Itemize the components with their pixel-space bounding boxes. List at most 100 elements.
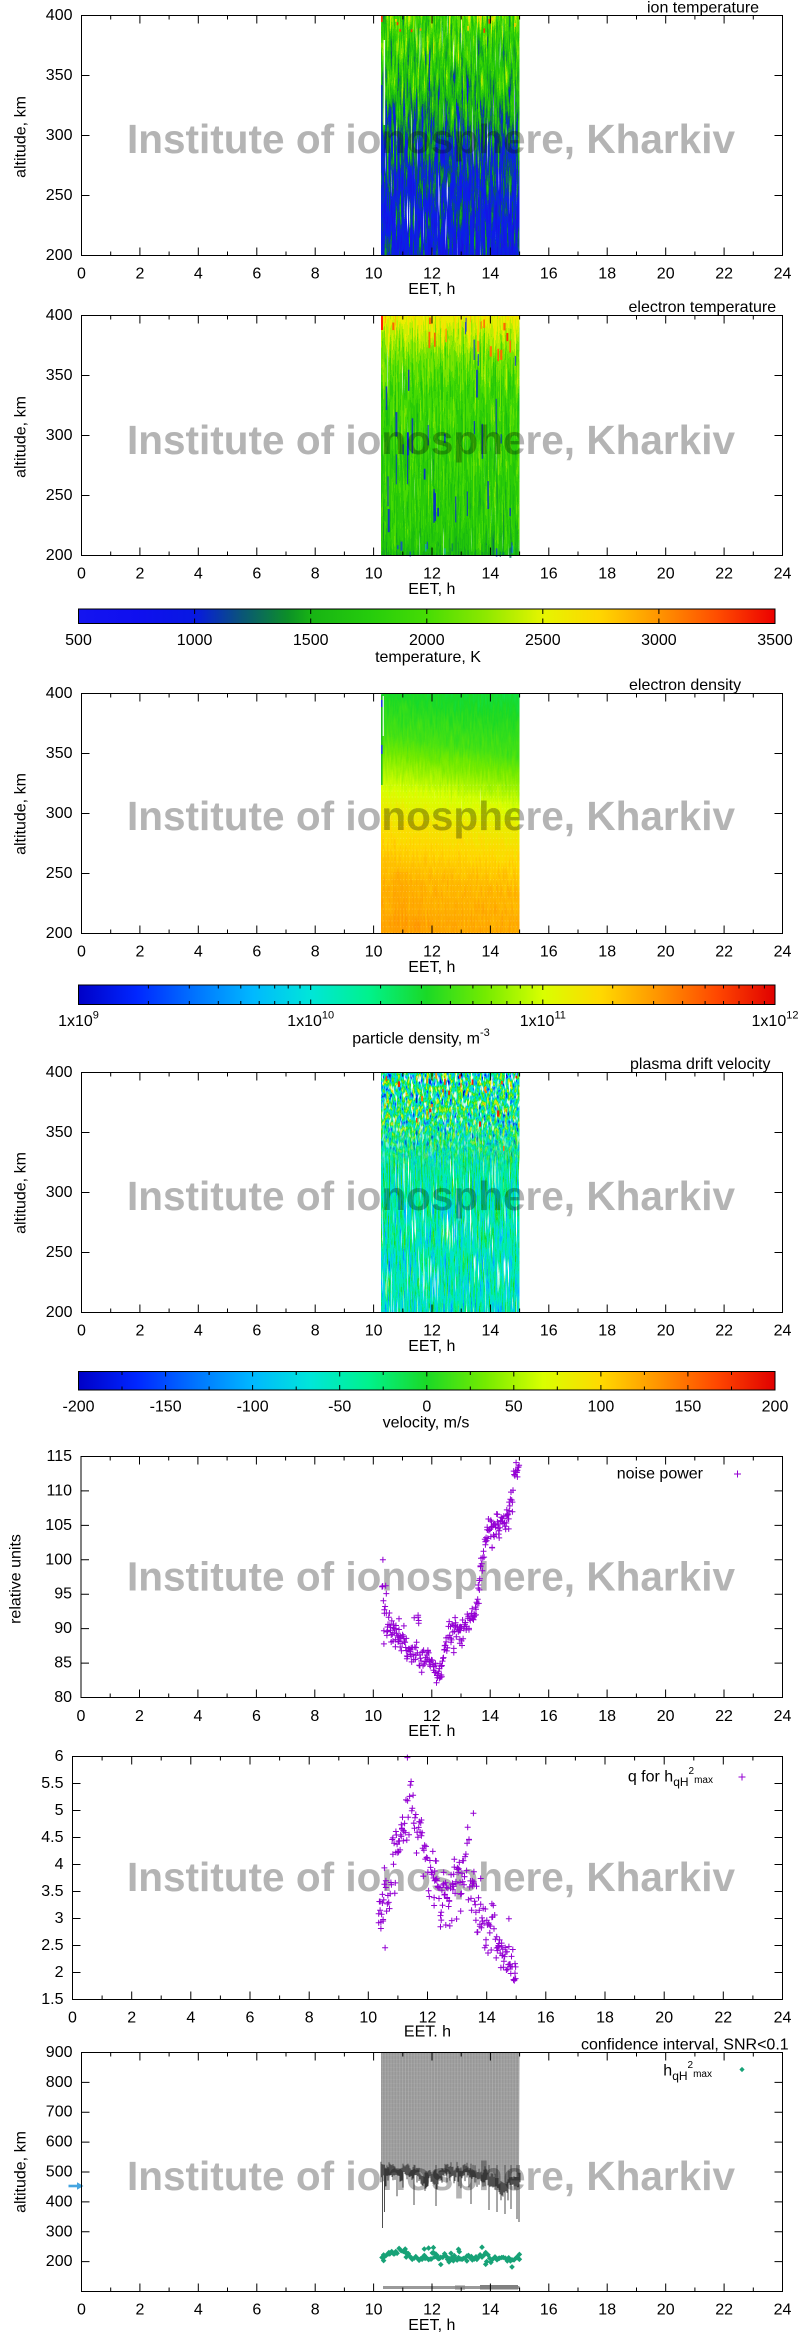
svg-text:Institute of ionosphere, Khark: Institute of ionosphere, Kharkiv <box>127 116 735 162</box>
svg-text:confidence interval, SNR<0.1: confidence interval, SNR<0.1 <box>581 2037 789 2054</box>
svg-text:200: 200 <box>46 2253 73 2270</box>
svg-text:0: 0 <box>422 1399 431 1416</box>
svg-text:5.5: 5.5 <box>41 1775 63 1792</box>
svg-text:12: 12 <box>423 566 441 583</box>
svg-text:EET, h: EET, h <box>408 281 455 298</box>
svg-text:85: 85 <box>54 1655 72 1672</box>
svg-text:3: 3 <box>55 1910 64 1927</box>
svg-text:12: 12 <box>423 2302 441 2319</box>
svg-text:350: 350 <box>46 67 73 84</box>
svg-text:1x1010: 1x1010 <box>287 1010 334 1031</box>
svg-text:24: 24 <box>774 566 792 583</box>
svg-text:18: 18 <box>596 2010 614 2027</box>
svg-text:4: 4 <box>194 266 203 283</box>
svg-text:20: 20 <box>657 266 675 283</box>
svg-text:6: 6 <box>246 2010 255 2027</box>
svg-text:8: 8 <box>305 2010 314 2027</box>
svg-text:350: 350 <box>46 745 73 762</box>
svg-text:6: 6 <box>252 2302 261 2319</box>
svg-text:18: 18 <box>598 566 616 583</box>
svg-text:22: 22 <box>715 1708 733 1725</box>
svg-text:4.5: 4.5 <box>41 1829 63 1846</box>
svg-text:1x109: 1x109 <box>58 1010 99 1031</box>
svg-text:14: 14 <box>482 566 500 583</box>
svg-text:90: 90 <box>54 1620 72 1637</box>
svg-text:4: 4 <box>55 1856 64 1873</box>
svg-text:1x1012: 1x1012 <box>752 1010 799 1031</box>
svg-text:altitude, km: altitude, km <box>13 396 30 478</box>
svg-text:1x1011: 1x1011 <box>520 1010 566 1031</box>
svg-text:16: 16 <box>540 2302 558 2319</box>
svg-text:2: 2 <box>127 2010 136 2027</box>
svg-text:ion temperature: ion temperature <box>647 0 759 17</box>
svg-text:200: 200 <box>46 247 73 264</box>
svg-text:20: 20 <box>657 1323 675 1340</box>
svg-text:300: 300 <box>46 805 73 822</box>
svg-text:hqH2max: hqH2max <box>663 2060 712 2084</box>
svg-text:200: 200 <box>46 925 73 942</box>
svg-text:300: 300 <box>46 427 73 444</box>
svg-text:0: 0 <box>77 1323 86 1340</box>
svg-text:16: 16 <box>540 566 558 583</box>
svg-text:EET, h: EET, h <box>408 1338 455 1355</box>
svg-text:18: 18 <box>598 1323 616 1340</box>
svg-text:8: 8 <box>310 1708 319 1725</box>
svg-text:Institute of ionosphere, Khark: Institute of ionosphere, Kharkiv <box>127 1854 735 1900</box>
svg-text:altitude, km: altitude, km <box>13 96 30 178</box>
svg-text:350: 350 <box>46 1124 73 1141</box>
svg-text:16: 16 <box>537 2010 555 2027</box>
svg-text:400: 400 <box>46 307 73 324</box>
svg-text:1500: 1500 <box>293 632 329 649</box>
svg-text:2: 2 <box>55 1964 64 1981</box>
svg-text:4: 4 <box>194 1323 203 1340</box>
svg-text:24: 24 <box>774 2010 792 2027</box>
svg-text:200: 200 <box>46 547 73 564</box>
svg-text:12: 12 <box>423 1708 441 1725</box>
svg-text:8: 8 <box>311 566 320 583</box>
svg-text:6: 6 <box>252 944 261 961</box>
svg-text:Institute of ionosphere, Khark: Institute of ionosphere, Kharkiv <box>127 1173 735 1219</box>
svg-text:14: 14 <box>482 2302 500 2319</box>
svg-text:2: 2 <box>135 1708 144 1725</box>
svg-text:22: 22 <box>715 944 733 961</box>
svg-text:20: 20 <box>657 566 675 583</box>
svg-text:300: 300 <box>46 2223 73 2240</box>
svg-text:50: 50 <box>505 1399 523 1416</box>
svg-text:12: 12 <box>419 2010 437 2027</box>
svg-text:10: 10 <box>365 2302 383 2319</box>
svg-text:22: 22 <box>715 1323 733 1340</box>
svg-text:2500: 2500 <box>525 632 561 649</box>
svg-text:2: 2 <box>135 1323 144 1340</box>
svg-text:Institute of ionosphere, Khark: Institute of ionosphere, Kharkiv <box>127 417 735 463</box>
svg-text:0: 0 <box>77 1708 86 1725</box>
svg-text:Institute of ionosphere, Khark: Institute of ionosphere, Kharkiv <box>127 1554 735 1600</box>
svg-text:2: 2 <box>135 266 144 283</box>
svg-text:2000: 2000 <box>409 632 445 649</box>
svg-text:4: 4 <box>186 2010 195 2027</box>
svg-text:12: 12 <box>423 944 441 961</box>
svg-text:EET, h: EET, h <box>408 2317 455 2334</box>
svg-text:16: 16 <box>540 1708 558 1725</box>
svg-text:10: 10 <box>364 1708 382 1725</box>
svg-text:18: 18 <box>598 2302 616 2319</box>
svg-text:12: 12 <box>423 266 441 283</box>
svg-text:18: 18 <box>598 266 616 283</box>
svg-text:105: 105 <box>45 1517 72 1534</box>
svg-text:10: 10 <box>359 2010 377 2027</box>
svg-text:Institute of ionosphere, Khark: Institute of ionosphere, Kharkiv <box>127 793 735 839</box>
svg-text:24: 24 <box>774 2302 792 2319</box>
svg-text:6: 6 <box>55 1748 64 1765</box>
svg-text:20: 20 <box>657 944 675 961</box>
svg-text:2: 2 <box>135 2302 144 2319</box>
svg-text:-200: -200 <box>62 1399 94 1416</box>
svg-text:6: 6 <box>252 1323 261 1340</box>
svg-text:900: 900 <box>46 2044 73 2061</box>
svg-text:0: 0 <box>77 2302 86 2319</box>
svg-text:250: 250 <box>46 1244 73 1261</box>
svg-text:10: 10 <box>365 566 383 583</box>
svg-text:300: 300 <box>46 1184 73 1201</box>
svg-text:250: 250 <box>46 187 73 204</box>
svg-text:24: 24 <box>774 944 792 961</box>
svg-text:350: 350 <box>46 367 73 384</box>
svg-text:250: 250 <box>46 487 73 504</box>
